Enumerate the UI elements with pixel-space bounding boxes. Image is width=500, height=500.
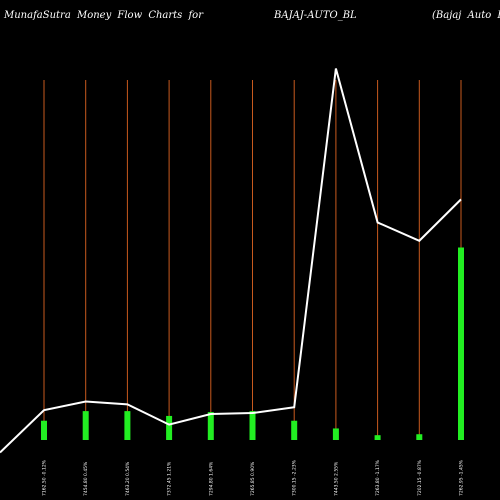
money-flow-bar bbox=[166, 415, 173, 440]
money-flow-bar bbox=[41, 420, 47, 440]
money-flow-bar bbox=[207, 412, 214, 440]
money-flow-bar bbox=[332, 428, 339, 440]
money-flow-bar bbox=[458, 247, 464, 440]
x-tick-label: 7262.95 -1.45% bbox=[459, 459, 465, 496]
x-tick-label: 7454.80 0.45% bbox=[83, 461, 89, 496]
price-line bbox=[0, 68, 462, 454]
x-tick-label: 7263.80 -1.17% bbox=[375, 459, 381, 496]
x-tick-label: 7294.80 1.64% bbox=[208, 461, 214, 496]
money-flow-bar bbox=[291, 420, 298, 440]
chart-header-company: (Bajaj Auto Limit bbox=[432, 10, 500, 21]
money-flow-bar bbox=[374, 435, 381, 440]
chart-header-left: MunafaSutra Money Flow Charts for bbox=[4, 10, 203, 21]
x-tick-label: 7372.45 1.21% bbox=[167, 461, 173, 496]
x-tick-label: 7162.50 -0.12% bbox=[42, 459, 48, 496]
money-flow-bar bbox=[82, 411, 89, 440]
x-tick-label: 7265.85 0.90% bbox=[250, 461, 256, 496]
x-tick-label: 7463.20 0.54% bbox=[125, 461, 131, 496]
money-flow-bar bbox=[124, 411, 131, 440]
x-tick-label: 7202.15 -0.87% bbox=[417, 459, 423, 496]
chart-header-symbol: BAJAJ-AUTO_BL bbox=[274, 10, 357, 21]
money-flow-bar bbox=[416, 434, 423, 440]
money-flow-bar bbox=[249, 411, 256, 440]
x-tick-label: 7300.15 -2.23% bbox=[292, 459, 298, 496]
x-tick-label: 7443.50 2.55% bbox=[333, 461, 339, 496]
